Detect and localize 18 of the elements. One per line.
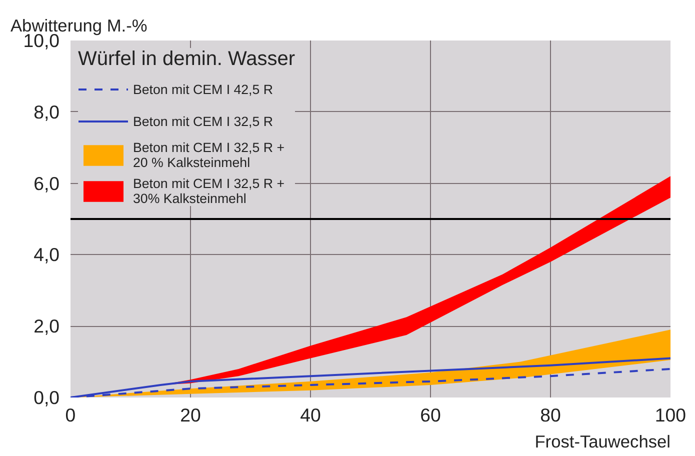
x-tick-label: 80	[540, 404, 561, 426]
y-axis-title: Abwitterung M.-%	[10, 16, 148, 36]
legend-label: Beton mit CEM I 42,5 R	[133, 80, 273, 98]
legend-label: Beton mit CEM I 32,5 R	[133, 112, 273, 130]
x-tick-label: 0	[65, 404, 76, 426]
y-tick-label: 4,0	[34, 244, 60, 266]
x-tick-label: 40	[300, 404, 321, 426]
legend-label: Beton mit CEM I 32,5 R + 20 % Kalksteinmehl	[133, 140, 284, 170]
y-tick-label: 2,0	[34, 316, 60, 337]
y-tick-label: 0,0	[34, 387, 60, 408]
legend-title: Würfel in demin. Wasser	[78, 48, 296, 71]
x-axis-title: Frost-Tauwechsel	[534, 432, 671, 452]
x-tick-label: 20	[180, 404, 201, 426]
y-tick-label: 8,0	[34, 101, 60, 122]
legend-label: Beton mit CEM I 32,5 R + 30% Kalksteinmehl	[133, 176, 284, 206]
x-tick-label: 60	[420, 404, 441, 426]
y-tick-label: 6,0	[34, 172, 60, 194]
x-tick-label: 100	[654, 404, 686, 426]
